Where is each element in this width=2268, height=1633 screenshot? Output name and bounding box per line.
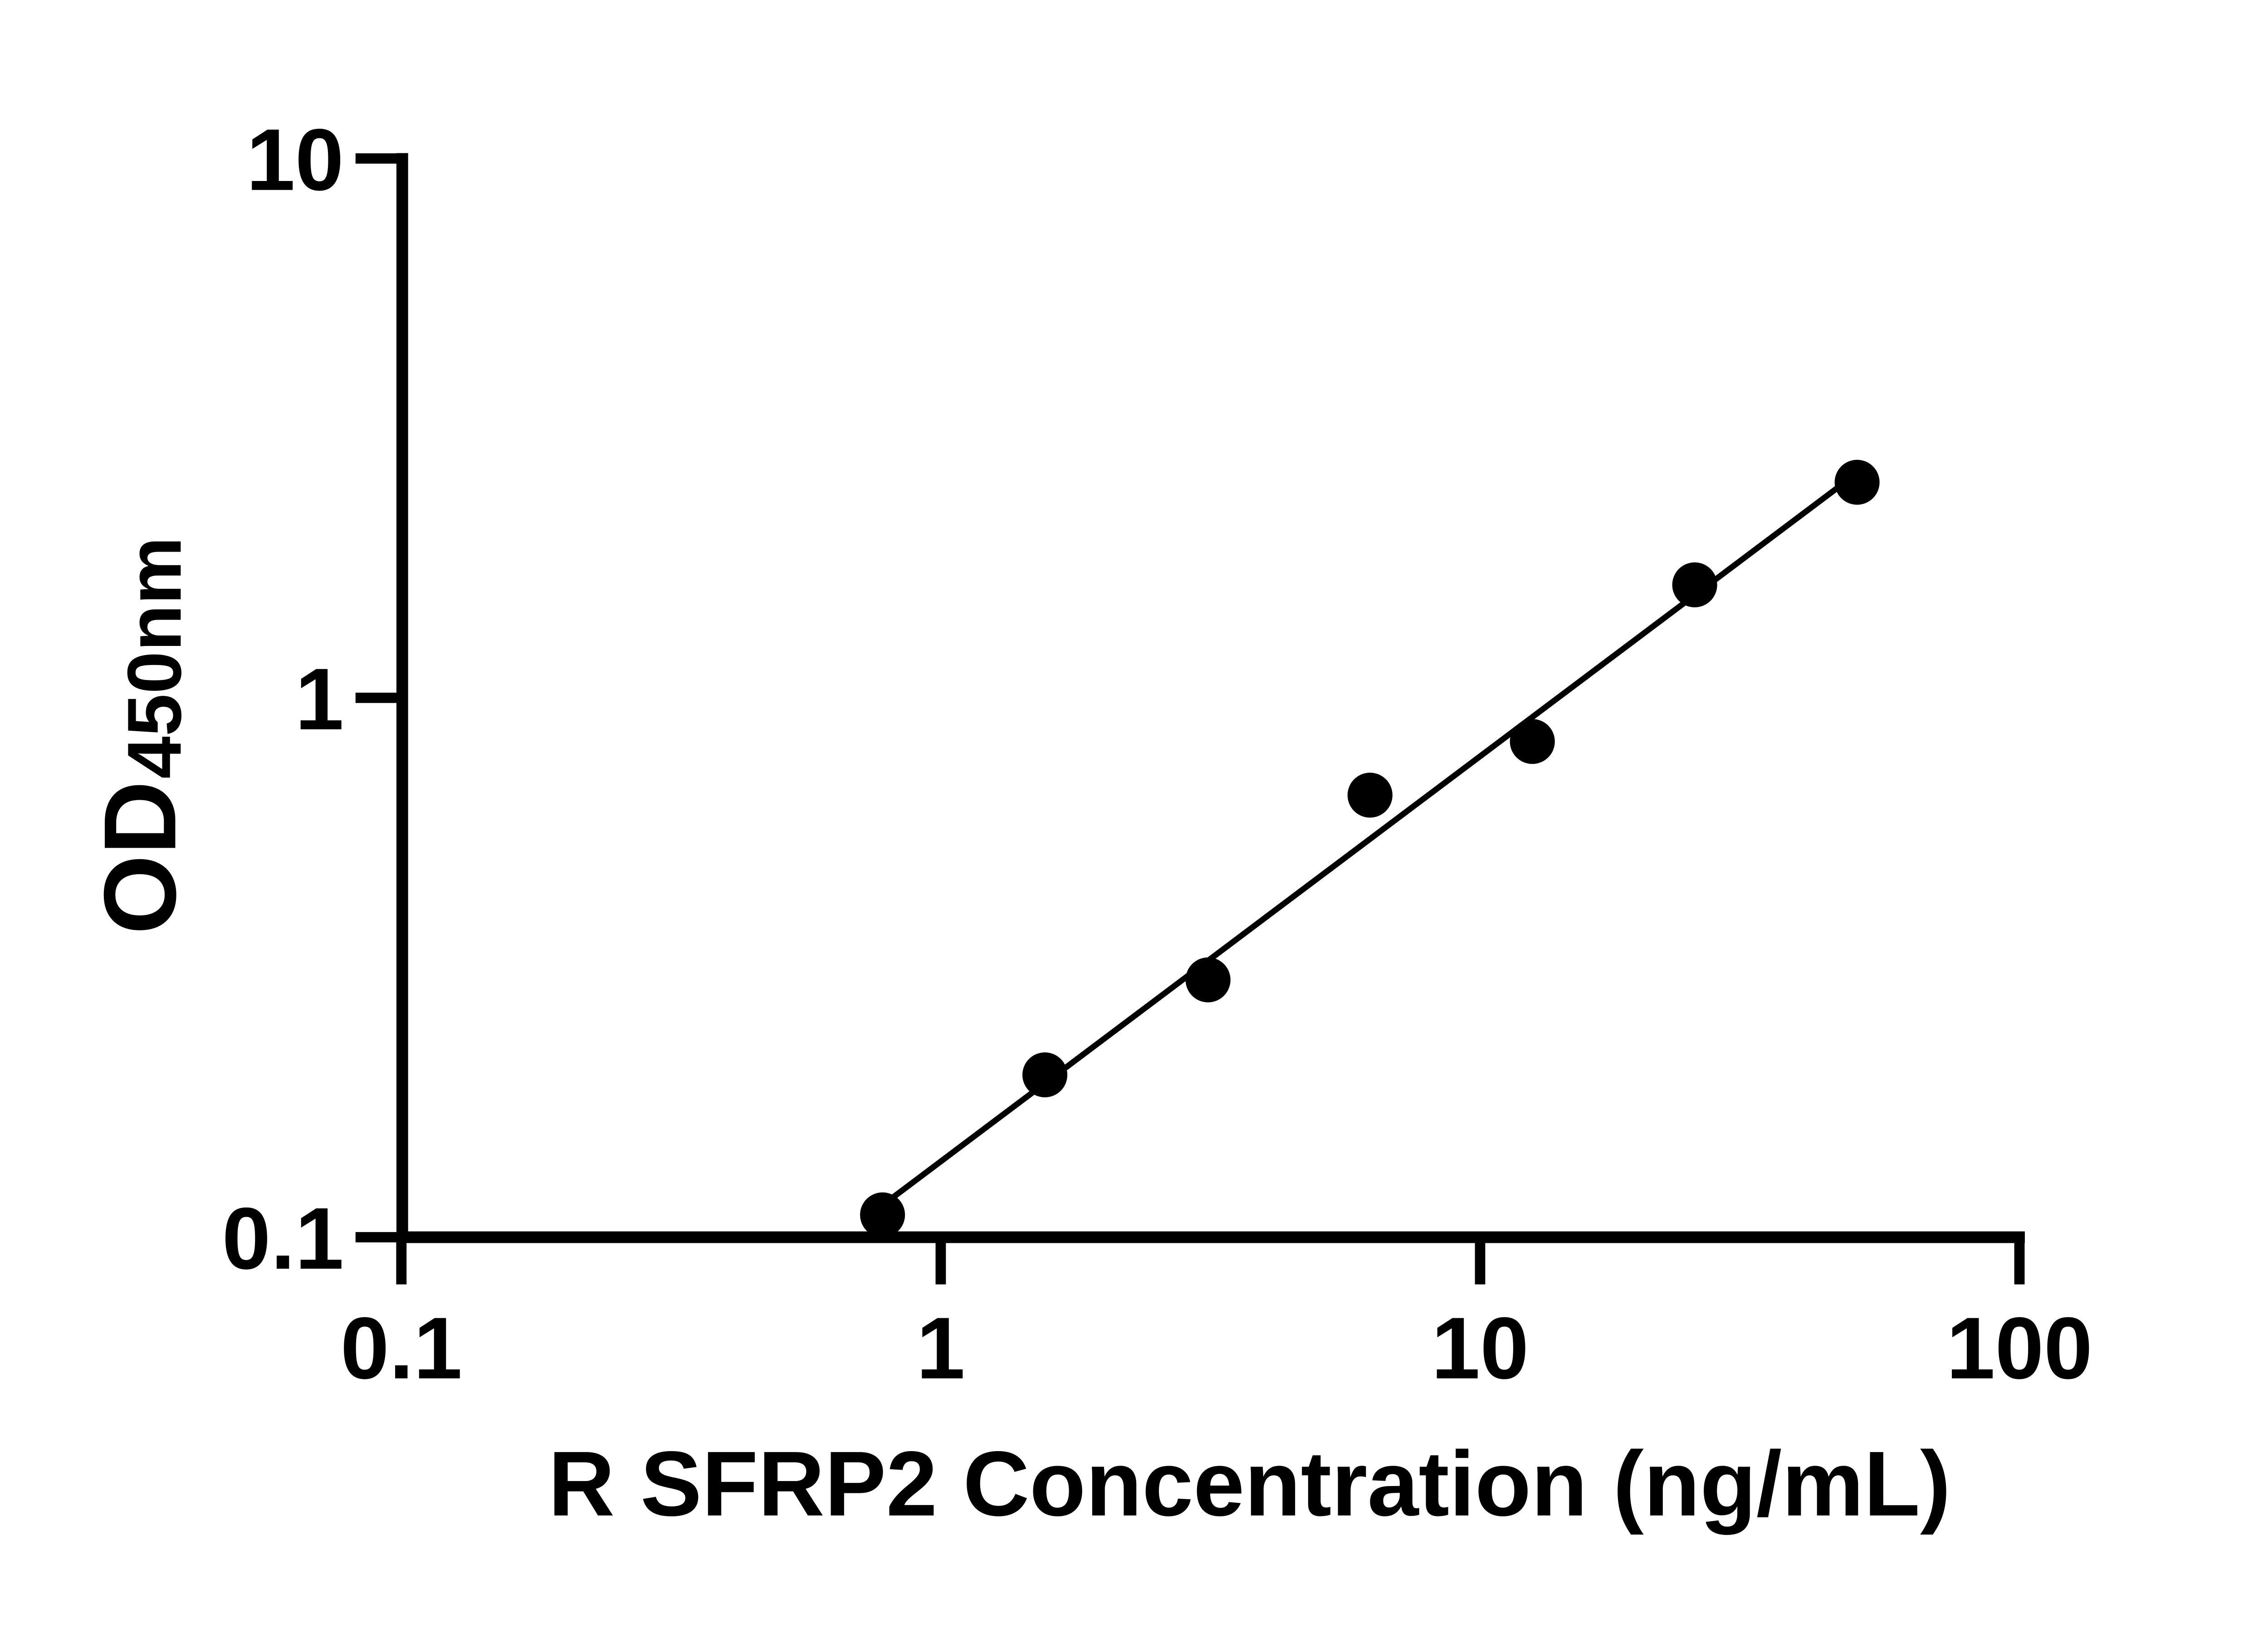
data-point (1185, 957, 1231, 1002)
y-axis-tick-labels: 0.1 1 10 (222, 111, 344, 1287)
y-axis-title: OD 450nm (82, 537, 197, 934)
data-point (1672, 562, 1717, 607)
y-tick-label: 10 (246, 111, 344, 209)
y-tick-label: 1 (295, 650, 344, 748)
x-tick-label: 0.1 (341, 1299, 463, 1397)
axes: 0.1 1 10 0.1 1 10 100 (222, 111, 2092, 1397)
data-point (1022, 1052, 1068, 1098)
x-axis-title: R SFRP2 Concentration (ng/mL) (548, 1433, 1951, 1535)
data-point (1347, 772, 1393, 818)
x-tick-label: 10 (1432, 1299, 1529, 1397)
x-tick-label: 1 (916, 1299, 965, 1397)
data-point (1510, 719, 1555, 764)
y-axis-title-sub: 450nm (112, 537, 197, 779)
y-axis-ticks (355, 153, 402, 1242)
data-point (1834, 460, 1880, 505)
x-axis-ticks (396, 1237, 2025, 1285)
data-point (860, 1192, 905, 1237)
x-tick-label: 100 (1946, 1299, 2092, 1397)
plot-area (860, 460, 1880, 1237)
y-tick-label: 0.1 (222, 1189, 344, 1287)
y-axis-title-main: OD (82, 781, 197, 934)
x-axis-tick-labels: 0.1 1 10 100 (341, 1299, 2093, 1397)
data-points (860, 460, 1880, 1237)
